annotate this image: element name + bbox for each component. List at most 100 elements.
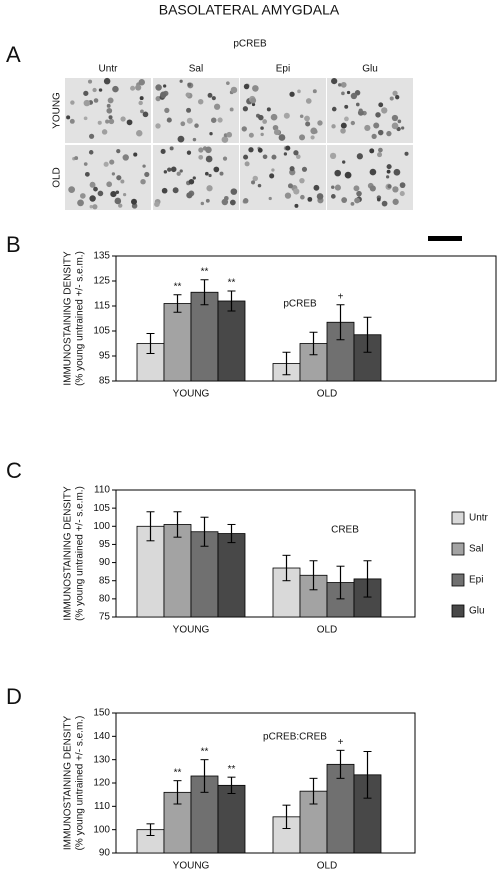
cell-nucleus bbox=[187, 82, 192, 87]
legend-label: Untr bbox=[469, 513, 489, 524]
cell-nucleus bbox=[289, 91, 295, 97]
cell-nucleus bbox=[289, 166, 295, 172]
cell-nucleus bbox=[118, 203, 123, 208]
cell-nucleus bbox=[92, 87, 97, 93]
chart-label: CREB bbox=[331, 525, 359, 536]
x-tick-label: YOUNG bbox=[173, 389, 210, 400]
cell-nucleus bbox=[278, 134, 286, 141]
legend-swatch bbox=[451, 511, 465, 525]
legend-label: Sal bbox=[469, 544, 483, 555]
y-tick-label: 85 bbox=[99, 575, 111, 586]
cell-nucleus bbox=[110, 190, 117, 198]
cell-nucleus bbox=[404, 151, 409, 156]
cell-nucleus bbox=[213, 103, 221, 110]
cell-nucleus bbox=[93, 186, 98, 192]
cell-nucleus bbox=[299, 134, 306, 141]
cell-nucleus bbox=[106, 181, 113, 188]
cell-nucleus bbox=[299, 114, 304, 119]
cell-nucleus bbox=[331, 185, 335, 189]
cell-nucleus bbox=[354, 197, 361, 204]
cell-nucleus bbox=[122, 154, 129, 161]
cell-nucleus bbox=[221, 136, 229, 143]
cell-nucleus bbox=[83, 99, 91, 107]
y-tick-label: 150 bbox=[93, 708, 110, 719]
cell-nucleus bbox=[266, 107, 271, 112]
cell-nucleus bbox=[397, 119, 402, 124]
cell-nucleus bbox=[177, 135, 185, 143]
cell-nucleus bbox=[66, 115, 71, 120]
bar bbox=[136, 525, 165, 618]
cell-nucleus bbox=[179, 169, 183, 173]
cell-nucleus bbox=[356, 190, 362, 197]
cell-nucleus bbox=[355, 102, 360, 107]
cell-nucleus bbox=[378, 147, 383, 153]
cell-nucleus bbox=[312, 89, 317, 94]
cell-nucleus bbox=[80, 193, 86, 199]
x-tick-label: OLD bbox=[317, 389, 338, 400]
cell-nucleus bbox=[340, 122, 347, 129]
cell-nucleus bbox=[299, 177, 305, 184]
cell-nucleus bbox=[338, 83, 342, 87]
y-tick-label: 90 bbox=[99, 848, 111, 859]
cell-nucleus bbox=[198, 147, 204, 153]
cell-nucleus bbox=[138, 100, 143, 106]
cell-nucleus bbox=[140, 178, 146, 185]
row-label: OLD bbox=[52, 167, 63, 188]
y-tick-label: 100 bbox=[93, 521, 110, 532]
cell-nucleus bbox=[107, 97, 114, 104]
cell-nucleus bbox=[340, 81, 347, 88]
cell-nucleus bbox=[243, 198, 249, 204]
cell-nucleus bbox=[155, 84, 162, 91]
legend-swatch bbox=[451, 573, 465, 587]
y-tick-label: 140 bbox=[93, 731, 110, 742]
y-axis-label: (% young untrained +/- s.e.m.) bbox=[75, 486, 86, 621]
cell-nucleus bbox=[120, 116, 126, 122]
cell-nucleus bbox=[69, 118, 75, 124]
cell-nucleus bbox=[243, 83, 250, 90]
cell-nucleus bbox=[252, 175, 259, 182]
scale-bar bbox=[428, 236, 462, 241]
cell-nucleus bbox=[341, 91, 345, 96]
cell-nucleus bbox=[293, 150, 299, 156]
cell-nucleus bbox=[344, 116, 349, 122]
cell-nucleus bbox=[305, 121, 311, 127]
cell-nucleus bbox=[138, 79, 145, 86]
cell-nucleus bbox=[123, 193, 127, 197]
cell-nucleus bbox=[392, 198, 399, 205]
micrograph bbox=[65, 145, 151, 210]
cell-nucleus bbox=[342, 160, 346, 164]
cell-nucleus bbox=[217, 117, 223, 123]
cell-nucleus bbox=[176, 171, 181, 176]
cell-nucleus bbox=[356, 153, 363, 160]
cell-nucleus bbox=[283, 112, 290, 119]
cell-nucleus bbox=[287, 183, 293, 189]
cell-nucleus bbox=[260, 132, 264, 137]
cell-nucleus bbox=[154, 201, 160, 207]
cell-nucleus bbox=[131, 198, 137, 205]
cell-nucleus bbox=[262, 119, 268, 124]
micrograph-title: pCREB bbox=[233, 39, 267, 50]
cell-nucleus bbox=[229, 199, 236, 206]
cell-nucleus bbox=[350, 92, 358, 100]
y-axis-label: IMMUNOSTAINING DENSITY bbox=[63, 716, 74, 851]
cell-nucleus bbox=[93, 98, 99, 103]
cell-nucleus bbox=[229, 107, 234, 112]
cell-nucleus bbox=[251, 102, 256, 107]
legend-swatch bbox=[451, 604, 465, 618]
cell-nucleus bbox=[186, 107, 192, 113]
column-label: Glu bbox=[362, 64, 378, 75]
cell-nucleus bbox=[376, 197, 381, 202]
cell-nucleus bbox=[293, 188, 300, 195]
y-tick-label: 105 bbox=[93, 326, 110, 337]
cell-nucleus bbox=[87, 79, 93, 84]
cell-nucleus bbox=[207, 92, 213, 98]
cell-nucleus bbox=[285, 145, 291, 151]
bar bbox=[217, 784, 246, 854]
cell-nucleus bbox=[211, 96, 216, 101]
cell-nucleus bbox=[221, 198, 229, 206]
cell-nucleus bbox=[369, 185, 376, 192]
cell-nucleus bbox=[252, 85, 259, 92]
cell-nucleus bbox=[192, 137, 197, 142]
y-axis-label: IMMUNOSTAINING DENSITY bbox=[63, 251, 74, 386]
cell-nucleus bbox=[283, 152, 288, 156]
